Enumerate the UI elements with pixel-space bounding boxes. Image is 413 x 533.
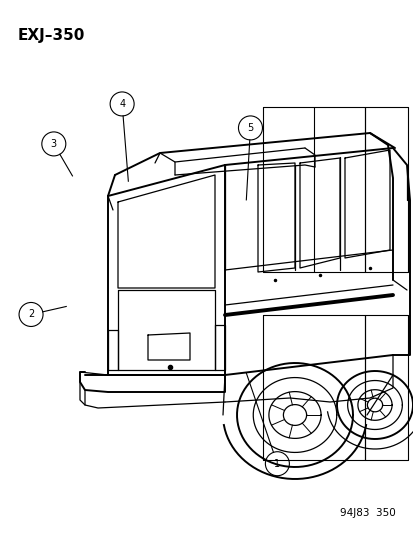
Text: 5: 5 [247,123,253,133]
Text: 3: 3 [51,139,57,149]
Text: 1: 1 [274,459,280,469]
Text: 2: 2 [28,310,34,319]
Text: 4: 4 [119,99,125,109]
Text: EXJ–350: EXJ–350 [18,28,85,43]
Text: 94J83  350: 94J83 350 [339,508,395,518]
